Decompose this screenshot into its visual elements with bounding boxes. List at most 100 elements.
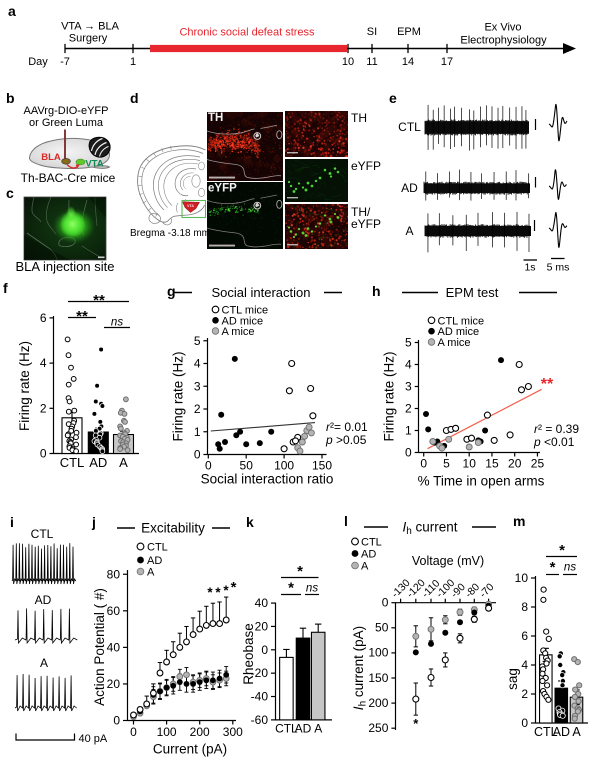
svg-text:0: 0 <box>405 446 412 460</box>
svg-text:Social interaction: Social interaction <box>212 285 311 300</box>
svg-text:*: * <box>215 585 221 600</box>
svg-text:A: A <box>405 224 413 238</box>
svg-text:20: 20 <box>508 457 522 471</box>
svg-text:0: 0 <box>205 459 212 473</box>
svg-text:AD: AD <box>35 593 52 607</box>
svg-text:CTL: CTL <box>398 120 421 134</box>
svg-text:*: * <box>223 583 229 598</box>
svg-text:p >0.05: p >0.05 <box>325 433 367 447</box>
svg-text:4: 4 <box>40 356 47 370</box>
svg-text:eYFP: eYFP <box>208 183 237 195</box>
svg-text:14: 14 <box>402 56 414 68</box>
svg-text:EPM: EPM <box>397 26 421 38</box>
svg-text:0: 0 <box>382 596 389 610</box>
svg-text:Social interaction ratio: Social interaction ratio <box>201 472 334 487</box>
svg-text:**: ** <box>93 292 105 309</box>
svg-text:A: A <box>119 455 128 470</box>
svg-text:6: 6 <box>40 311 47 325</box>
svg-text:*: * <box>550 559 556 576</box>
svg-text:Bregma -3.18 mm: Bregma -3.18 mm <box>130 228 210 239</box>
svg-text:-40: -40 <box>251 690 269 704</box>
svg-text:*: * <box>559 542 565 559</box>
svg-text:CTL: CTL <box>31 527 54 541</box>
svg-text:c: c <box>6 185 14 201</box>
svg-text:10: 10 <box>463 457 477 471</box>
svg-text:Chronic social defeat stress: Chronic social defeat stress <box>179 27 315 39</box>
svg-text:5: 5 <box>405 336 412 350</box>
svg-text:CTL: CTL <box>361 537 382 549</box>
svg-text:Surgery: Surgery <box>69 33 108 45</box>
svg-text:or Green Luma: or Green Luma <box>29 117 104 129</box>
svg-text:5 ms: 5 ms <box>547 262 570 274</box>
svg-text:TH/: TH/ <box>351 205 371 219</box>
svg-text:150: 150 <box>368 671 388 685</box>
svg-text:CTL: CTL <box>60 455 85 470</box>
svg-text:0: 0 <box>130 725 137 739</box>
svg-text:b: b <box>6 90 15 106</box>
svg-text:*: * <box>413 716 419 731</box>
svg-text:0: 0 <box>194 448 201 462</box>
svg-text:AD: AD <box>553 725 570 739</box>
svg-text:Firing rate (Hz): Firing rate (Hz) <box>382 351 397 441</box>
svg-text:*: * <box>297 563 303 580</box>
svg-text:m: m <box>513 513 525 529</box>
svg-text:VTA: VTA <box>187 204 194 208</box>
svg-text:100: 100 <box>368 646 388 660</box>
svg-text:eYFP: eYFP <box>351 159 381 173</box>
svg-text:5: 5 <box>443 457 450 471</box>
svg-text:1: 1 <box>130 56 136 68</box>
svg-text:f: f <box>3 280 8 296</box>
svg-text:ns: ns <box>111 317 123 329</box>
svg-text:A: A <box>147 567 155 579</box>
svg-text:25: 25 <box>531 457 545 471</box>
svg-text:40 pA: 40 pA <box>79 733 108 745</box>
svg-text:TH: TH <box>351 111 367 125</box>
svg-text:i: i <box>10 514 14 530</box>
svg-text:0: 0 <box>113 714 120 728</box>
svg-text:d: d <box>130 90 139 106</box>
svg-text:0: 0 <box>261 643 268 657</box>
svg-text:e: e <box>389 90 397 106</box>
svg-text:g: g <box>167 283 176 299</box>
svg-text:% Time in open arms: % Time in open arms <box>418 474 545 489</box>
svg-text:40: 40 <box>255 596 269 610</box>
svg-text:sag: sag <box>505 668 520 690</box>
svg-text:A: A <box>314 722 322 736</box>
svg-text:3: 3 <box>194 379 201 393</box>
svg-text:eYFP: eYFP <box>351 217 381 231</box>
svg-text:2: 2 <box>405 402 412 416</box>
svg-text:60: 60 <box>107 604 121 618</box>
svg-text:CTL mice: CTL mice <box>222 305 269 317</box>
svg-text:200: 200 <box>190 725 210 739</box>
svg-text:4: 4 <box>194 357 201 371</box>
svg-text:Th-BAC-Cre mice: Th-BAC-Cre mice <box>21 171 116 185</box>
svg-text:k: k <box>246 514 254 530</box>
svg-text:4: 4 <box>405 358 412 372</box>
svg-text:15: 15 <box>485 457 499 471</box>
svg-text:17: 17 <box>441 56 453 68</box>
svg-text:r²= 0.01: r²= 0.01 <box>326 420 368 434</box>
svg-text:50: 50 <box>240 459 254 473</box>
svg-text:150: 150 <box>312 459 332 473</box>
svg-text:50: 50 <box>375 621 389 635</box>
svg-text:A mice: A mice <box>438 337 471 349</box>
svg-text:4: 4 <box>521 658 528 672</box>
svg-text:0: 0 <box>40 447 47 461</box>
svg-text:Firing rate (Hz): Firing rate (Hz) <box>17 341 32 431</box>
svg-text:3: 3 <box>405 380 412 394</box>
svg-text:20: 20 <box>255 619 269 633</box>
svg-text:1s: 1s <box>524 262 535 274</box>
svg-text:100: 100 <box>157 725 177 739</box>
svg-text:CTL mice: CTL mice <box>438 315 485 327</box>
svg-text:0: 0 <box>521 716 528 730</box>
svg-text:A: A <box>40 656 48 670</box>
svg-text:ns: ns <box>564 562 576 574</box>
svg-text:EPM test: EPM test <box>446 285 499 300</box>
svg-text:Firing rate (Hz): Firing rate (Hz) <box>171 351 186 441</box>
svg-text:-20: -20 <box>251 666 269 680</box>
svg-text:r² = 0.39: r² = 0.39 <box>534 422 579 436</box>
svg-text:5: 5 <box>194 334 201 348</box>
svg-text:*: * <box>231 579 237 596</box>
svg-text:*: * <box>207 585 213 600</box>
svg-text:AD: AD <box>89 455 107 470</box>
